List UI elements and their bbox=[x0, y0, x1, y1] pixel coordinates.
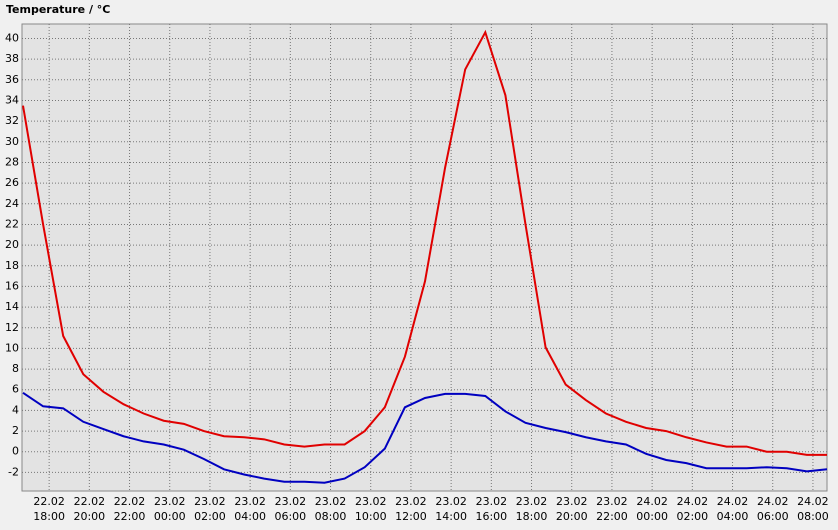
y-tick-label: 30 bbox=[5, 135, 19, 148]
y-tick-label: 34 bbox=[5, 93, 19, 106]
x-tick-label: 02:00 bbox=[194, 510, 226, 523]
x-tick-label: 24.02 bbox=[636, 495, 668, 508]
x-tick-label: 24.02 bbox=[757, 495, 789, 508]
y-tick-label: 20 bbox=[5, 238, 19, 251]
y-tick-label: 14 bbox=[5, 300, 19, 313]
y-tick-label: 8 bbox=[12, 362, 19, 375]
x-tick-label: 12:00 bbox=[395, 510, 427, 523]
x-tick-label: 24.02 bbox=[797, 495, 829, 508]
x-tick-label: 22.02 bbox=[33, 495, 65, 508]
x-tick-label: 18:00 bbox=[33, 510, 65, 523]
x-tick-label: 23.02 bbox=[234, 495, 266, 508]
x-tick-label: 23.02 bbox=[435, 495, 467, 508]
x-tick-label: 23.02 bbox=[556, 495, 588, 508]
x-tick-label: 23.02 bbox=[476, 495, 508, 508]
y-tick-label: 40 bbox=[5, 31, 19, 44]
y-tick-label: 28 bbox=[5, 155, 19, 168]
x-tick-label: 16:00 bbox=[475, 510, 507, 523]
x-tick-label: 04:00 bbox=[234, 510, 266, 523]
y-tick-label: 36 bbox=[5, 73, 19, 86]
series-line bbox=[22, 392, 828, 484]
y-tick-label: 32 bbox=[5, 114, 19, 127]
x-tick-label: 23.02 bbox=[194, 495, 226, 508]
x-tick-label: 23.02 bbox=[275, 495, 307, 508]
x-tick-label: 18:00 bbox=[516, 510, 548, 523]
x-tick-label: 23.02 bbox=[395, 495, 427, 508]
x-tick-label: 20:00 bbox=[556, 510, 588, 523]
x-tick-label: 06:00 bbox=[757, 510, 789, 523]
y-tick-label: 4 bbox=[12, 403, 19, 416]
x-tick-label: 22.02 bbox=[74, 495, 106, 508]
chart-title: Temperature / °C bbox=[6, 3, 110, 16]
y-tick-label: 10 bbox=[5, 341, 19, 354]
x-tick-label: 22:00 bbox=[596, 510, 628, 523]
y-tick-label: 26 bbox=[5, 176, 19, 189]
x-tick-label: 22:00 bbox=[114, 510, 146, 523]
x-tick-label: 24.02 bbox=[677, 495, 709, 508]
x-tick-label: 04:00 bbox=[717, 510, 749, 523]
x-tick-label: 14:00 bbox=[435, 510, 467, 523]
y-tick-label: 0 bbox=[12, 445, 19, 458]
x-tick-label: 08:00 bbox=[315, 510, 347, 523]
y-tick-label: 22 bbox=[5, 217, 19, 230]
y-tick-label: 38 bbox=[5, 52, 19, 65]
x-tick-label: 00:00 bbox=[154, 510, 186, 523]
x-tick-label: 20:00 bbox=[73, 510, 105, 523]
y-tick-label: 24 bbox=[5, 197, 19, 210]
y-tick-label: 2 bbox=[12, 424, 19, 437]
x-tick-label: 22.02 bbox=[114, 495, 146, 508]
x-tick-label: 08:00 bbox=[797, 510, 829, 523]
y-tick-label: 16 bbox=[5, 279, 19, 292]
y-tick-label: -2 bbox=[8, 465, 19, 478]
x-tick-label: 10:00 bbox=[355, 510, 387, 523]
x-tick-label: 23.02 bbox=[154, 495, 186, 508]
x-tick-label: 23.02 bbox=[315, 495, 347, 508]
x-tick-label: 24.02 bbox=[717, 495, 749, 508]
series-line bbox=[22, 29, 827, 456]
y-tick-label: 12 bbox=[5, 321, 19, 334]
x-tick-label: 02:00 bbox=[676, 510, 708, 523]
plot-area bbox=[21, 23, 828, 492]
x-tick-label: 23.02 bbox=[516, 495, 548, 508]
x-tick-label: 23.02 bbox=[355, 495, 387, 508]
y-tick-label: 18 bbox=[5, 259, 19, 272]
x-tick-label: 00:00 bbox=[636, 510, 668, 523]
x-tick-label: 06:00 bbox=[274, 510, 306, 523]
y-tick-label: 6 bbox=[12, 383, 19, 396]
x-tick-label: 23.02 bbox=[596, 495, 628, 508]
